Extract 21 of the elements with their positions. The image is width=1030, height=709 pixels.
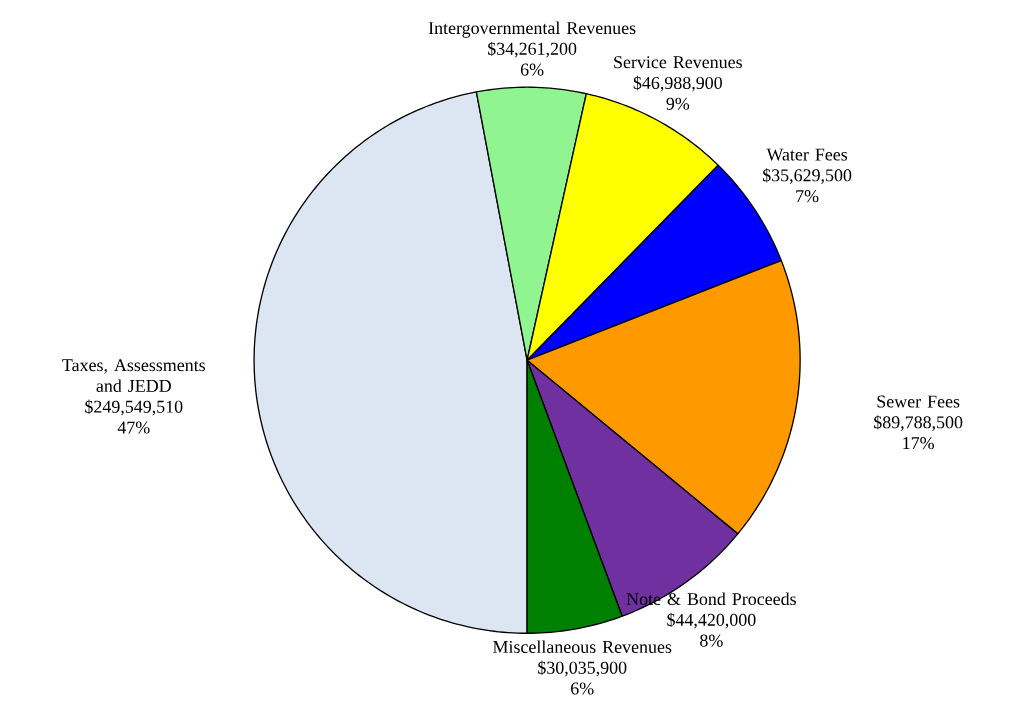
data-label: $34,261,200 bbox=[488, 41, 577, 58]
slice-label: Miscellaneous Revenues bbox=[493, 640, 672, 653]
data-label: $89,788,500 bbox=[874, 415, 963, 431]
text: 6% bbox=[520, 63, 544, 76]
text: 6% bbox=[571, 682, 594, 695]
slice-label: Intergovernmental Revenues bbox=[428, 21, 636, 38]
text: 8% bbox=[700, 634, 723, 647]
data-label: $249,549,510 bbox=[85, 399, 183, 416]
slice-label: Taxes, Assessments and JEDD bbox=[62, 359, 206, 392]
slice-label: Sewer Fees bbox=[877, 395, 960, 408]
data-label: $30,035,900 bbox=[538, 660, 627, 677]
data-label: $35,629,500 bbox=[763, 168, 852, 184]
text: 17% bbox=[903, 436, 934, 450]
slice-label: Note & Bond Proceeds bbox=[626, 592, 796, 606]
slice-label: Service Revenues bbox=[614, 56, 742, 69]
text: 47% bbox=[117, 421, 150, 434]
data-label: $46,988,900 bbox=[633, 75, 722, 92]
text: 9% bbox=[666, 97, 690, 110]
text: 7% bbox=[796, 190, 819, 203]
data-label: $44,420,000 bbox=[667, 612, 756, 629]
slice-label: Water Fees bbox=[766, 148, 848, 161]
